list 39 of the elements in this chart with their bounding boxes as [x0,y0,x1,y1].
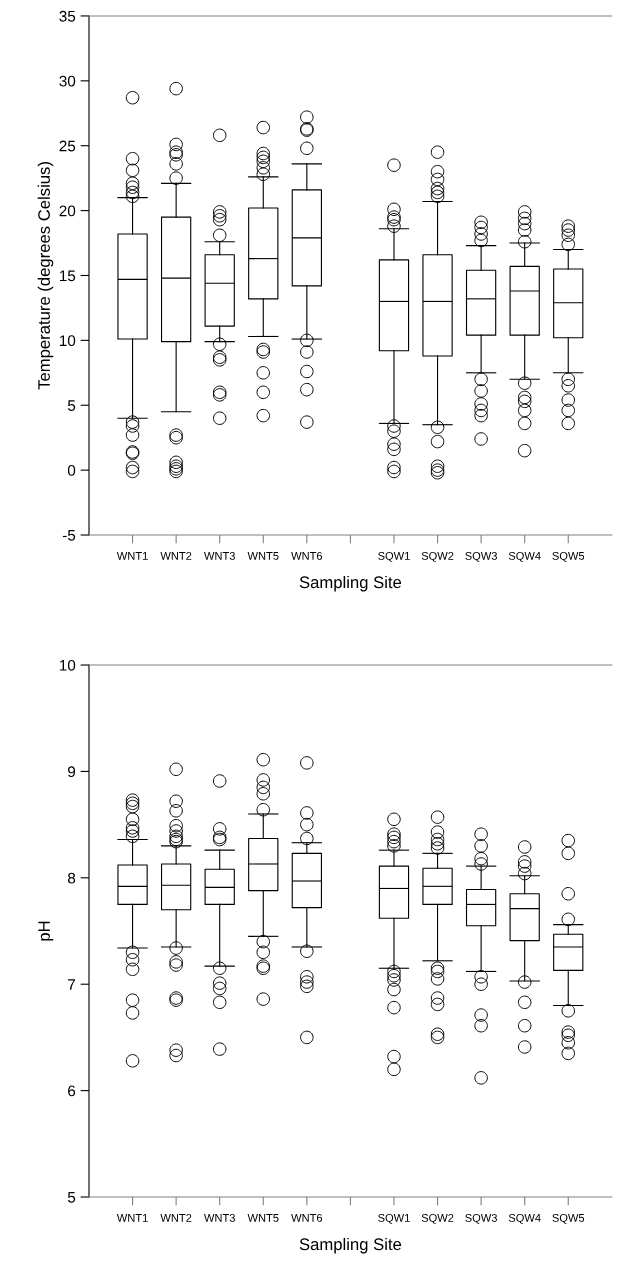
y-tick-label: -5 [62,530,76,541]
x-tick-label: WNT3 [204,551,235,560]
y-tick-label: 10 [59,659,76,671]
y-tick-label: 9 [68,766,76,778]
y-axis-title: Temperature (degrees Celsius) [37,162,54,390]
x-axis-title: Sampling Site [299,575,402,592]
x-tick-label: WNT2 [160,551,192,560]
y-tick-label: 6 [68,1085,76,1097]
y-tick-label: 5 [67,400,76,411]
y-tick-label: 0 [67,465,76,476]
y-tick-label: 20 [59,205,76,217]
x-tick-label: SQW2 [421,1213,454,1224]
x-tick-label: SQW2 [421,551,454,562]
y-tick-label: 15 [59,270,76,282]
x-tick-label: WNT5 [247,552,279,560]
x-tick-label: SQW1 [378,1213,410,1224]
x-tick-label: WNT6 [291,1213,323,1222]
x-tick-label: WNT2 [160,1213,192,1222]
x-tick-label: WNT6 [291,551,323,560]
y-tick-label: 30 [59,75,76,87]
y-tick-label: 5 [67,1192,76,1203]
x-tick-label: SQW5 [552,551,585,562]
x-tick-label: SQW4 [508,551,541,562]
x-tick-label: WNT1 [116,552,148,560]
y-axis-title: pH [38,921,54,941]
x-tick-label: SQW3 [465,551,497,562]
y-tick-label: 35 [59,10,76,22]
y-tick-label: 8 [67,872,76,884]
x-tick-label: SQW4 [508,1213,541,1224]
x-tick-label: SQW5 [552,1213,585,1224]
x-tick-label: SQW1 [378,551,410,562]
x-tick-label: SQW3 [465,1213,497,1224]
y-tick-label: 25 [59,140,76,152]
y-tick-label: 10 [59,335,76,347]
x-tick-label: WNT1 [116,1214,148,1222]
y-tick-label: 7 [68,979,76,990]
x-tick-label: WNT5 [247,1214,279,1222]
x-tick-label: WNT3 [204,1213,235,1222]
x-axis-title: Sampling Site [299,1237,402,1254]
